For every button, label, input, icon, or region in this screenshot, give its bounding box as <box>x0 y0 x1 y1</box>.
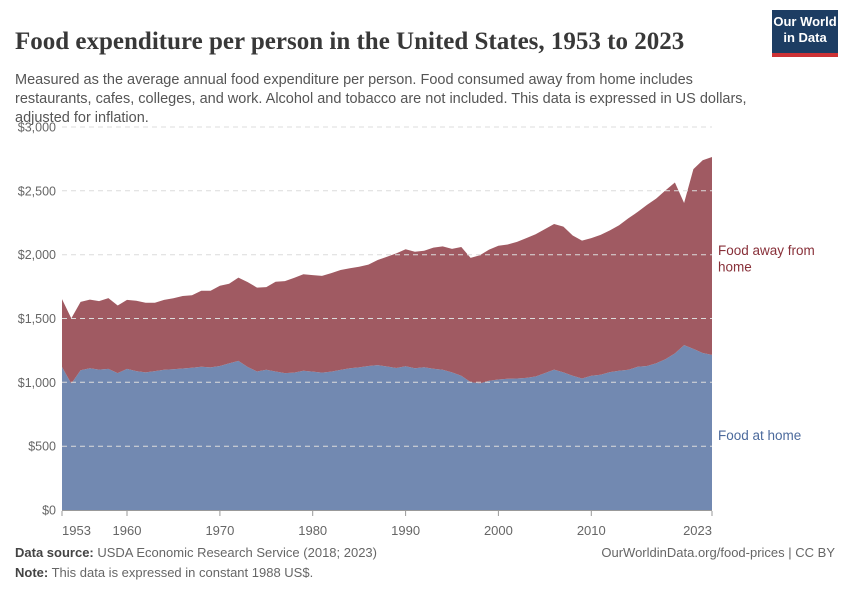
legend-label-food-at-home: Food at home <box>718 428 801 443</box>
owid-logo-line2: in Data <box>783 30 827 45</box>
y-tick-label-500: $500 <box>28 440 56 454</box>
data-source-line: Data source: USDA Economic Research Serv… <box>15 543 377 563</box>
x-tick-label-2000: 2000 <box>484 523 513 538</box>
x-tick-label-1990: 1990 <box>391 523 420 538</box>
area-food-away-from-home <box>62 157 712 384</box>
footer: Data source: USDA Economic Research Serv… <box>15 543 835 583</box>
page-title: Food expenditure per person in the Unite… <box>15 27 685 55</box>
footer-credit: OurWorldinData.org/food-prices | CC BY <box>601 545 835 560</box>
y-tick-label-2000: $2,000 <box>18 248 56 262</box>
x-tick-label-1953: 1953 <box>62 523 91 538</box>
note-text: This data is expressed in constant 1988 … <box>48 565 314 580</box>
footer-left: Data source: USDA Economic Research Serv… <box>15 543 377 583</box>
chart-subtitle: Measured as the average annual food expe… <box>15 71 747 127</box>
y-tick-label-2500: $2,500 <box>18 184 56 198</box>
x-tick-label-2023: 2023 <box>683 523 712 538</box>
x-tick-label-1960: 1960 <box>113 523 142 538</box>
data-source-text: USDA Economic Research Service (2018; 20… <box>93 545 377 560</box>
area-food-at-home <box>62 345 712 510</box>
data-source-label: Data source: <box>15 545 94 560</box>
legend-label-food-away-from-home: Food away from home <box>718 243 815 275</box>
note-line: Note: This data is expressed in constant… <box>15 563 377 583</box>
y-tick-label-1500: $1,500 <box>18 312 56 326</box>
x-tick-label-1980: 1980 <box>298 523 327 538</box>
note-label: Note: <box>15 565 49 580</box>
x-tick-label-1970: 1970 <box>205 523 234 538</box>
owid-logo: Our World in Data <box>772 10 838 57</box>
owid-logo-line1: Our World <box>773 14 837 29</box>
y-tick-label-0: $0 <box>42 504 56 518</box>
y-tick-label-1000: $1,000 <box>18 376 56 390</box>
x-tick-label-2010: 2010 <box>577 523 606 538</box>
y-tick-label-3000: $3,000 <box>18 121 56 135</box>
